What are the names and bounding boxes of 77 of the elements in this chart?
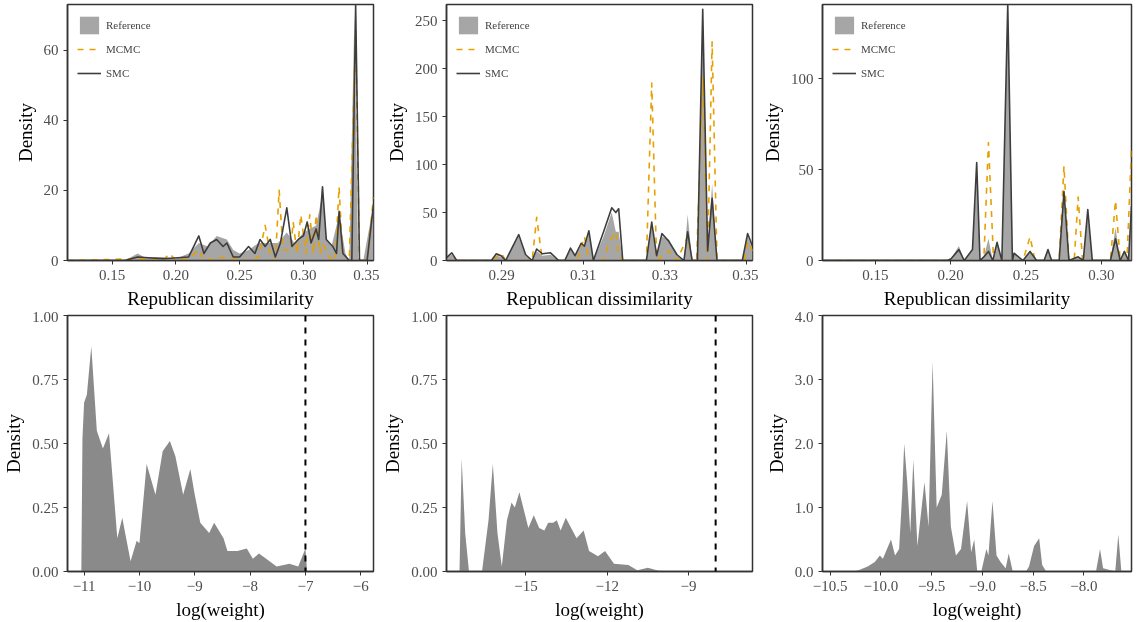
x-axis-title: Republican dissimilarity	[127, 287, 315, 309]
y-tick-label: 250	[415, 12, 438, 29]
x-tick-label: 0.15	[99, 266, 126, 283]
x-tick-label: 0.31	[570, 266, 597, 283]
y-tick-label: 60	[43, 42, 59, 59]
legend-label: MCMC	[861, 43, 896, 55]
x-tick-label: −11	[72, 577, 96, 594]
legend-label: MCMC	[106, 43, 141, 55]
y-tick-label: 50	[422, 204, 438, 221]
x-axis-title: log(weight)	[176, 598, 265, 621]
legend-label: SMC	[106, 67, 130, 79]
x-tick-label: −8	[242, 577, 259, 594]
x-tick-label: 0.35	[353, 266, 380, 283]
x-tick-label: 0.15	[862, 266, 889, 283]
y-tick-label: 0.25	[411, 499, 438, 516]
x-axis-title: Republican dissimilarity	[883, 287, 1071, 309]
legend-label: Reference	[106, 19, 151, 31]
legend-label: Reference	[861, 19, 906, 31]
y-tick-label: 0.75	[32, 371, 59, 388]
legend-label: SMC	[861, 67, 885, 79]
x-axis-title: log(weight)	[932, 598, 1022, 621]
y-axis-title: Density	[765, 413, 787, 474]
y-tick-label: 1.00	[411, 308, 438, 325]
y-axis-title: Density	[382, 413, 404, 474]
y-tick-label: 0.00	[32, 563, 59, 580]
y-axis-title: Density	[3, 413, 25, 474]
x-tick-label: −9.5	[917, 577, 946, 594]
x-tick-label: 0.30	[1088, 266, 1115, 283]
x-tick-label: −8.0	[1070, 577, 1098, 594]
x-tick-label: 0.33	[651, 266, 678, 283]
x-tick-label: −7	[297, 577, 314, 594]
x-tick-label: −10.5	[812, 577, 848, 594]
x-tick-label: −9	[680, 577, 697, 594]
x-axis-title: Republican dissimilarity	[506, 287, 694, 309]
y-tick-label: 0.50	[411, 435, 438, 452]
legend-label: MCMC	[485, 43, 520, 55]
y-tick-label: 0	[806, 252, 814, 269]
x-tick-label: 0.20	[937, 266, 964, 283]
y-tick-label: 200	[415, 60, 438, 77]
y-tick-label: 4.0	[794, 308, 814, 325]
legend-label: SMC	[485, 67, 509, 79]
y-tick-label: 1.0	[794, 499, 814, 516]
y-axis-title: Density	[14, 102, 36, 163]
x-axis-title: log(weight)	[555, 598, 644, 621]
y-tick-label: 1.00	[32, 308, 59, 325]
x-tick-label: −8.5	[1019, 577, 1047, 594]
y-tick-label: 0.50	[32, 435, 59, 452]
x-tick-label: −6	[352, 577, 370, 594]
x-tick-label: 0.25	[1012, 266, 1040, 283]
x-tick-label: −10.0	[863, 577, 899, 594]
y-tick-label: 0	[51, 252, 59, 269]
y-tick-label: 0.25	[32, 499, 59, 516]
y-tick-label: 100	[791, 70, 814, 87]
y-tick-label: 2.0	[794, 435, 814, 452]
y-tick-label: 0.00	[411, 563, 438, 580]
x-tick-label: 0.20	[162, 266, 189, 283]
legend-label: Reference	[485, 19, 530, 31]
y-tick-label: 0.75	[411, 371, 438, 388]
y-axis-title: Density	[762, 102, 783, 163]
y-tick-label: 150	[415, 108, 438, 125]
y-axis-title: Density	[386, 102, 407, 163]
x-tick-label: −9	[186, 577, 203, 594]
x-tick-label: −10	[127, 577, 152, 594]
y-tick-label: 100	[415, 156, 438, 173]
x-tick-label: −15	[514, 577, 538, 594]
y-tick-label: 40	[43, 112, 59, 129]
y-tick-label: 50	[798, 161, 814, 178]
x-tick-label: −12	[595, 577, 619, 594]
x-tick-label: 0.29	[488, 266, 515, 283]
y-tick-label: 20	[43, 182, 59, 199]
y-tick-label: 3.0	[794, 371, 814, 388]
x-tick-label: 0.30	[290, 266, 317, 283]
y-tick-label: 0.0	[794, 563, 814, 580]
y-tick-label: 0	[430, 252, 438, 269]
x-tick-label: 0.35	[732, 266, 759, 283]
x-tick-label: −9.0	[968, 577, 996, 594]
x-tick-label: 0.25	[226, 266, 253, 283]
